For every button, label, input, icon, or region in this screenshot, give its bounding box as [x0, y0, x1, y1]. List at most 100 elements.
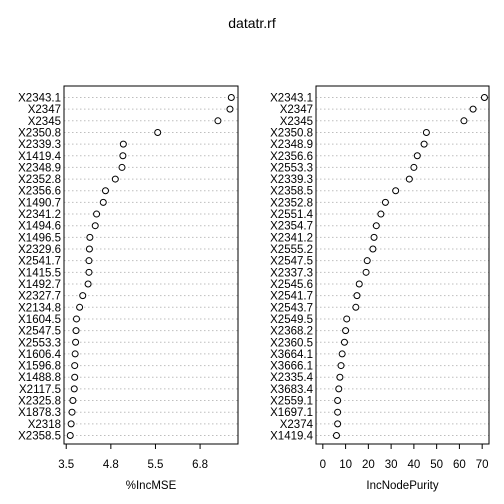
data-point — [372, 222, 380, 230]
data-point — [93, 210, 101, 218]
data-point — [340, 338, 348, 346]
x-axis-label: IncNodePurity — [366, 480, 438, 492]
data-point — [214, 117, 222, 125]
category-label: X2318 — [28, 419, 61, 431]
category-label: X1419.4 — [18, 151, 61, 163]
category-label: X3664.1 — [270, 349, 313, 361]
x-axis-label: %IncMSE — [126, 480, 177, 492]
category-label: X2553.3 — [18, 337, 61, 349]
data-point — [70, 385, 78, 393]
chart-title: datatr.rf — [228, 15, 276, 31]
data-point — [85, 245, 93, 253]
category-label: X2347 — [280, 104, 313, 116]
category-label: X2358.5 — [270, 186, 313, 198]
data-point — [99, 198, 107, 206]
data-point — [343, 315, 351, 323]
category-label: X2327.7 — [18, 291, 61, 303]
category-label: X2358.5 — [18, 431, 61, 443]
category-label: X2541.7 — [270, 291, 313, 303]
category-label: X2352.8 — [270, 197, 313, 209]
category-label: X2356.6 — [18, 186, 61, 198]
x-tick-label: 50 — [430, 459, 443, 471]
x-tick-label: 10 — [339, 459, 352, 471]
data-point — [101, 187, 109, 195]
data-point — [334, 408, 342, 416]
category-label: X2541.7 — [18, 256, 61, 268]
category-label: X1496.5 — [18, 232, 61, 244]
category-label: X3683.4 — [270, 384, 313, 396]
category-label: X1415.5 — [18, 267, 61, 279]
x-tick-label: 0 — [320, 459, 326, 471]
category-label: X2134.8 — [18, 302, 61, 314]
category-label: X1606.4 — [18, 349, 61, 361]
category-label: X1494.6 — [18, 221, 61, 233]
data-point — [460, 117, 468, 125]
data-point — [352, 303, 360, 311]
data-point — [154, 128, 162, 136]
data-point — [363, 257, 371, 265]
category-label: X2543.7 — [270, 302, 313, 314]
category-label: X1697.1 — [270, 407, 313, 419]
category-label: X2547.5 — [270, 256, 313, 268]
x-tick-label: 3.5 — [58, 459, 74, 471]
data-point — [76, 303, 84, 311]
data-point — [85, 257, 93, 265]
panel-incnodepurity: X2343.1X2347X2345X2350.8X2348.9X2356.6X2… — [270, 85, 490, 492]
data-point — [413, 152, 421, 160]
x-tick-label: 5.5 — [147, 459, 163, 471]
category-label: X2343.1 — [270, 93, 313, 105]
category-label: X1419.4 — [270, 431, 313, 443]
data-point — [226, 105, 234, 113]
x-tick-label: 6.8 — [192, 459, 208, 471]
data-point — [338, 350, 346, 358]
data-point — [469, 105, 477, 113]
data-point — [420, 140, 428, 148]
data-point — [355, 280, 363, 288]
data-point — [71, 362, 79, 370]
category-label: X2347 — [28, 104, 61, 116]
category-label: X2368.2 — [270, 326, 313, 338]
category-label: X2335.4 — [270, 372, 313, 384]
data-point — [71, 373, 79, 381]
data-point — [480, 94, 488, 101]
category-label: X2348.9 — [18, 162, 61, 174]
category-label: X2354.7 — [270, 221, 313, 233]
category-label: X3666.1 — [270, 361, 313, 373]
data-point — [353, 292, 361, 300]
category-label: X2341.2 — [270, 232, 313, 244]
plot-frame — [63, 85, 239, 445]
data-point — [86, 233, 94, 241]
category-label: X2117.5 — [19, 384, 61, 396]
category-label: X2343.1 — [18, 93, 61, 105]
data-point — [72, 315, 80, 323]
category-label: X2325.8 — [18, 396, 61, 408]
category-label: X2356.6 — [270, 151, 313, 163]
category-label: X2352.8 — [18, 174, 61, 186]
x-tick-label: 60 — [453, 459, 466, 471]
data-point — [111, 175, 119, 183]
data-point — [422, 128, 430, 136]
data-point — [66, 432, 74, 439]
x-tick-label: 20 — [362, 459, 375, 471]
data-point — [410, 163, 418, 171]
data-point — [72, 327, 80, 335]
data-point — [79, 292, 87, 300]
category-label: X2551.4 — [270, 209, 313, 221]
category-label: X2345 — [280, 116, 313, 128]
data-point — [336, 373, 344, 381]
category-label: X2345 — [28, 116, 61, 128]
data-point — [334, 420, 342, 428]
x-tick-label: 70 — [476, 459, 489, 471]
category-label: X2374 — [280, 419, 314, 431]
data-point — [362, 268, 370, 276]
category-label: X2341.2 — [18, 209, 61, 221]
category-label: X2553.3 — [270, 162, 313, 174]
data-point — [67, 420, 75, 428]
data-point — [405, 175, 413, 183]
data-point — [227, 94, 235, 101]
category-label: X2559.1 — [270, 396, 313, 408]
category-label: X1488.8 — [18, 372, 61, 384]
category-label: X2360.5 — [270, 337, 313, 349]
category-label: X2555.2 — [270, 244, 313, 256]
